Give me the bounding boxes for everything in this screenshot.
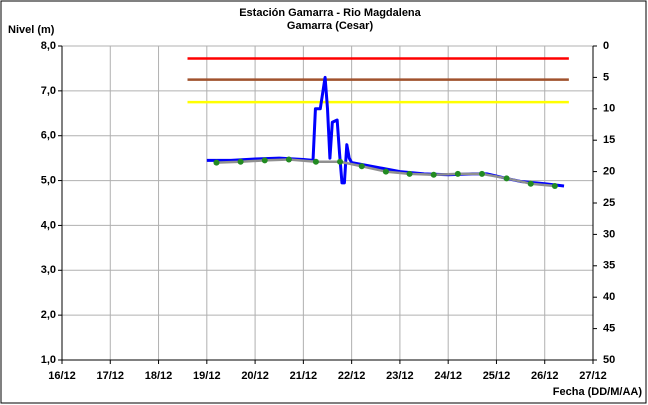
y-tick-label: 3,0	[41, 264, 56, 276]
data-point	[337, 158, 344, 165]
y2-tick-label: 40	[603, 291, 615, 303]
data-point	[213, 159, 220, 166]
data-point	[237, 158, 244, 165]
y2-tick-label: 10	[603, 103, 615, 115]
data-point	[261, 157, 268, 164]
x-tick-label: 21/12	[290, 370, 318, 382]
y2-tick-label: 45	[603, 323, 615, 335]
y-tick-label: 5,0	[41, 174, 56, 186]
y-tick-label: 2,0	[41, 309, 56, 321]
x-tick-label: 20/12	[241, 370, 269, 382]
data-point	[454, 170, 461, 177]
x-tick-label: 18/12	[145, 370, 173, 382]
y2-tick-label: 30	[603, 228, 615, 240]
x-tick-label: 25/12	[483, 370, 511, 382]
data-point	[285, 156, 292, 163]
y2-tick-label: 50	[603, 354, 615, 366]
chart-subtitle: Gamarra (Cesar)	[287, 20, 374, 32]
y-axis-label: Nivel (m)	[8, 24, 55, 36]
y2-tick-label: 0	[603, 40, 609, 52]
x-axis-label: Fecha (DD/M/AA)	[553, 386, 643, 398]
y-tick-label: 6,0	[41, 130, 56, 142]
data-point	[551, 182, 558, 189]
y-tick-label: 8,0	[41, 40, 56, 52]
y2-tick-label: 20	[603, 166, 615, 178]
data-point	[527, 180, 534, 187]
y2-tick-label: 25	[603, 197, 615, 209]
x-tick-label: 23/12	[386, 370, 414, 382]
x-tick-label: 16/12	[48, 370, 76, 382]
y2-tick-label: 35	[603, 260, 615, 272]
data-point	[406, 170, 413, 177]
y-tick-label: 1,0	[41, 354, 56, 366]
x-tick-label: 19/12	[193, 370, 221, 382]
y2-tick-label: 15	[603, 134, 615, 146]
data-point	[478, 170, 485, 177]
data-point	[312, 158, 319, 165]
x-tick-label: 22/12	[338, 370, 366, 382]
chart-title: Estación Gamarra - Rio Magdalena	[239, 7, 421, 19]
x-tick-label: 26/12	[531, 370, 559, 382]
y-tick-label: 7,0	[41, 85, 56, 97]
y2-tick-label: 5	[603, 71, 609, 83]
data-point	[503, 175, 510, 182]
data-point	[358, 163, 365, 170]
data-point	[382, 168, 389, 175]
data-point	[430, 171, 437, 178]
y-tick-label: 4,0	[41, 219, 56, 231]
x-tick-label: 27/12	[579, 370, 607, 382]
x-tick-label: 17/12	[97, 370, 125, 382]
x-tick-label: 24/12	[434, 370, 462, 382]
